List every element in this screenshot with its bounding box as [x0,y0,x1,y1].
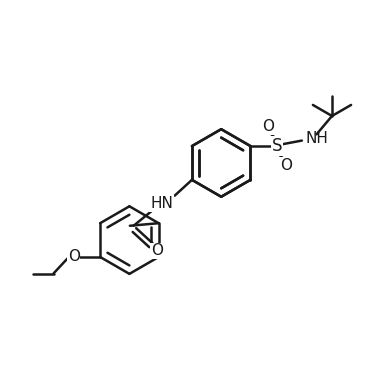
Text: O: O [68,249,80,265]
Text: O: O [280,158,292,173]
Text: S: S [272,137,282,155]
Text: O: O [151,243,163,258]
Text: O: O [262,120,274,134]
Text: NH: NH [305,131,328,146]
Text: HN: HN [151,196,173,211]
